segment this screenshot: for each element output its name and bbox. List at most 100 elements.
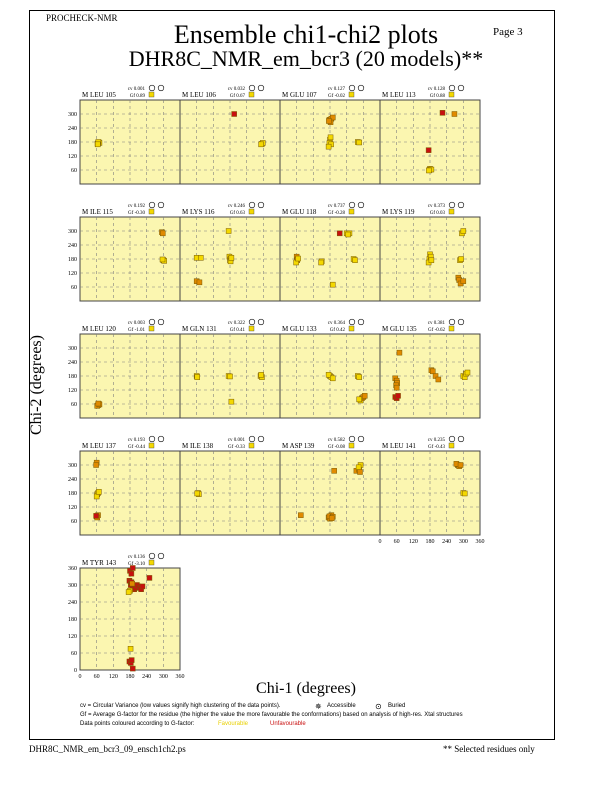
burial-icon (248, 318, 256, 326)
gf-label: Gf 0.88 (430, 94, 446, 99)
residue-label: M ILE 115 (82, 208, 113, 216)
data-point (393, 384, 400, 391)
data-point (258, 372, 264, 378)
data-point (395, 393, 401, 399)
data-point (95, 141, 101, 148)
cv-label: cv 0.381 (428, 321, 446, 326)
data-point (330, 375, 336, 382)
data-point (146, 575, 153, 581)
data-point (458, 256, 464, 262)
accessible-icon: ✵ (315, 702, 322, 711)
accessible-icon (257, 84, 265, 92)
residue-label: M GLU 118 (282, 208, 317, 216)
footer-note: ** Selected residues only (443, 744, 535, 754)
gf-colour-swatch (348, 325, 355, 332)
data-point (451, 111, 458, 117)
residue-label: M TYR 143 (82, 559, 117, 567)
burial-icon (348, 201, 356, 209)
gf-colour-swatch (348, 208, 355, 215)
data-point (325, 372, 332, 378)
residue-label: M LEU 113 (382, 91, 416, 99)
burial-icon (348, 84, 356, 92)
data-point (457, 462, 464, 468)
cv-label: cv 0.246 (228, 204, 246, 209)
residue-label: M LEU 120 (82, 325, 116, 333)
gf-label: Gf 0.89 (130, 94, 146, 99)
x-tick-label: 0 (79, 674, 82, 680)
data-point (352, 257, 358, 263)
y-tick-label: 240 (68, 360, 77, 366)
residue-label: M GLU 133 (282, 325, 317, 333)
program-label: PROCHECK-NMR (46, 13, 118, 23)
data-point (325, 143, 332, 150)
gf-label: Gf -0.30 (128, 211, 145, 216)
cv-label: cv 0.582 (328, 438, 346, 443)
x-tick-label: 360 (176, 674, 185, 680)
data-point (361, 393, 368, 399)
residue-label: M LEU 105 (82, 91, 116, 99)
gf-colour-swatch (448, 325, 455, 332)
burial-icon (248, 201, 256, 209)
data-point (93, 493, 100, 500)
page-number: Page 3 (493, 26, 523, 38)
y-tick-label: 120 (68, 505, 77, 511)
accessible-icon (457, 435, 465, 443)
data-point (330, 114, 336, 121)
data-point (228, 398, 235, 405)
y-tick-label: 60 (71, 402, 77, 408)
gf-label: Gf -0.08 (328, 445, 345, 450)
burial-icon (348, 318, 356, 326)
cv-label: cv 0.235 (428, 438, 446, 443)
accessible-icon (457, 318, 465, 326)
x-tick-label: 60 (94, 674, 100, 680)
y-tick-label: 120 (68, 154, 77, 160)
y-tick-label: 240 (68, 126, 77, 132)
accessible-icon (457, 84, 465, 92)
gf-colour-swatch (248, 208, 255, 215)
gf-colour-swatch (148, 91, 155, 98)
data-point (127, 646, 134, 652)
data-point (327, 134, 334, 141)
data-point (356, 374, 362, 380)
burial-icon (148, 318, 156, 326)
data-point (225, 228, 232, 234)
data-point (357, 469, 363, 475)
gf-label: Gf -0.02 (328, 94, 345, 99)
legend-colour-text: Data points coloured according to G-fact… (80, 721, 195, 727)
x-tick-label: 240 (442, 539, 451, 545)
data-point (330, 281, 336, 288)
cv-label: cv 0.364 (328, 321, 346, 326)
data-point (464, 369, 471, 376)
y-tick-label: 180 (68, 491, 77, 497)
data-point (432, 373, 439, 379)
data-point (428, 257, 435, 263)
burial-icon (148, 84, 156, 92)
burial-icon (348, 435, 356, 443)
data-point (93, 513, 99, 519)
y-tick-label: 0 (74, 668, 77, 674)
data-point (336, 230, 343, 237)
data-point (194, 490, 200, 497)
data-point (345, 231, 351, 238)
legend-favourable: Favourable (218, 721, 249, 727)
gf-label: Gf 0.67 (230, 94, 246, 99)
y-tick-label: 300 (68, 463, 77, 469)
legend-cv-text: cv = Circular Variance (low values signi… (80, 703, 281, 709)
accessible-icon (157, 435, 165, 443)
cv-label: cv 0.136 (128, 555, 146, 560)
legend-unfavourable: Unfavourable (270, 721, 306, 727)
cv-label: cv 0.322 (228, 321, 246, 326)
data-point (298, 512, 304, 518)
accessible-icon (257, 435, 265, 443)
gf-colour-swatch (348, 91, 355, 98)
burial-icon (148, 552, 156, 560)
gf-label: Gf -0.44 (128, 445, 145, 450)
y-tick-label: 300 (68, 112, 77, 118)
residue-label: M LEU 137 (82, 442, 116, 450)
data-point (130, 565, 136, 571)
gf-label: Gf -0.28 (328, 211, 345, 216)
data-point (461, 490, 468, 497)
data-point (93, 462, 99, 468)
data-point (95, 400, 102, 407)
y-tick-label: 120 (68, 388, 77, 394)
